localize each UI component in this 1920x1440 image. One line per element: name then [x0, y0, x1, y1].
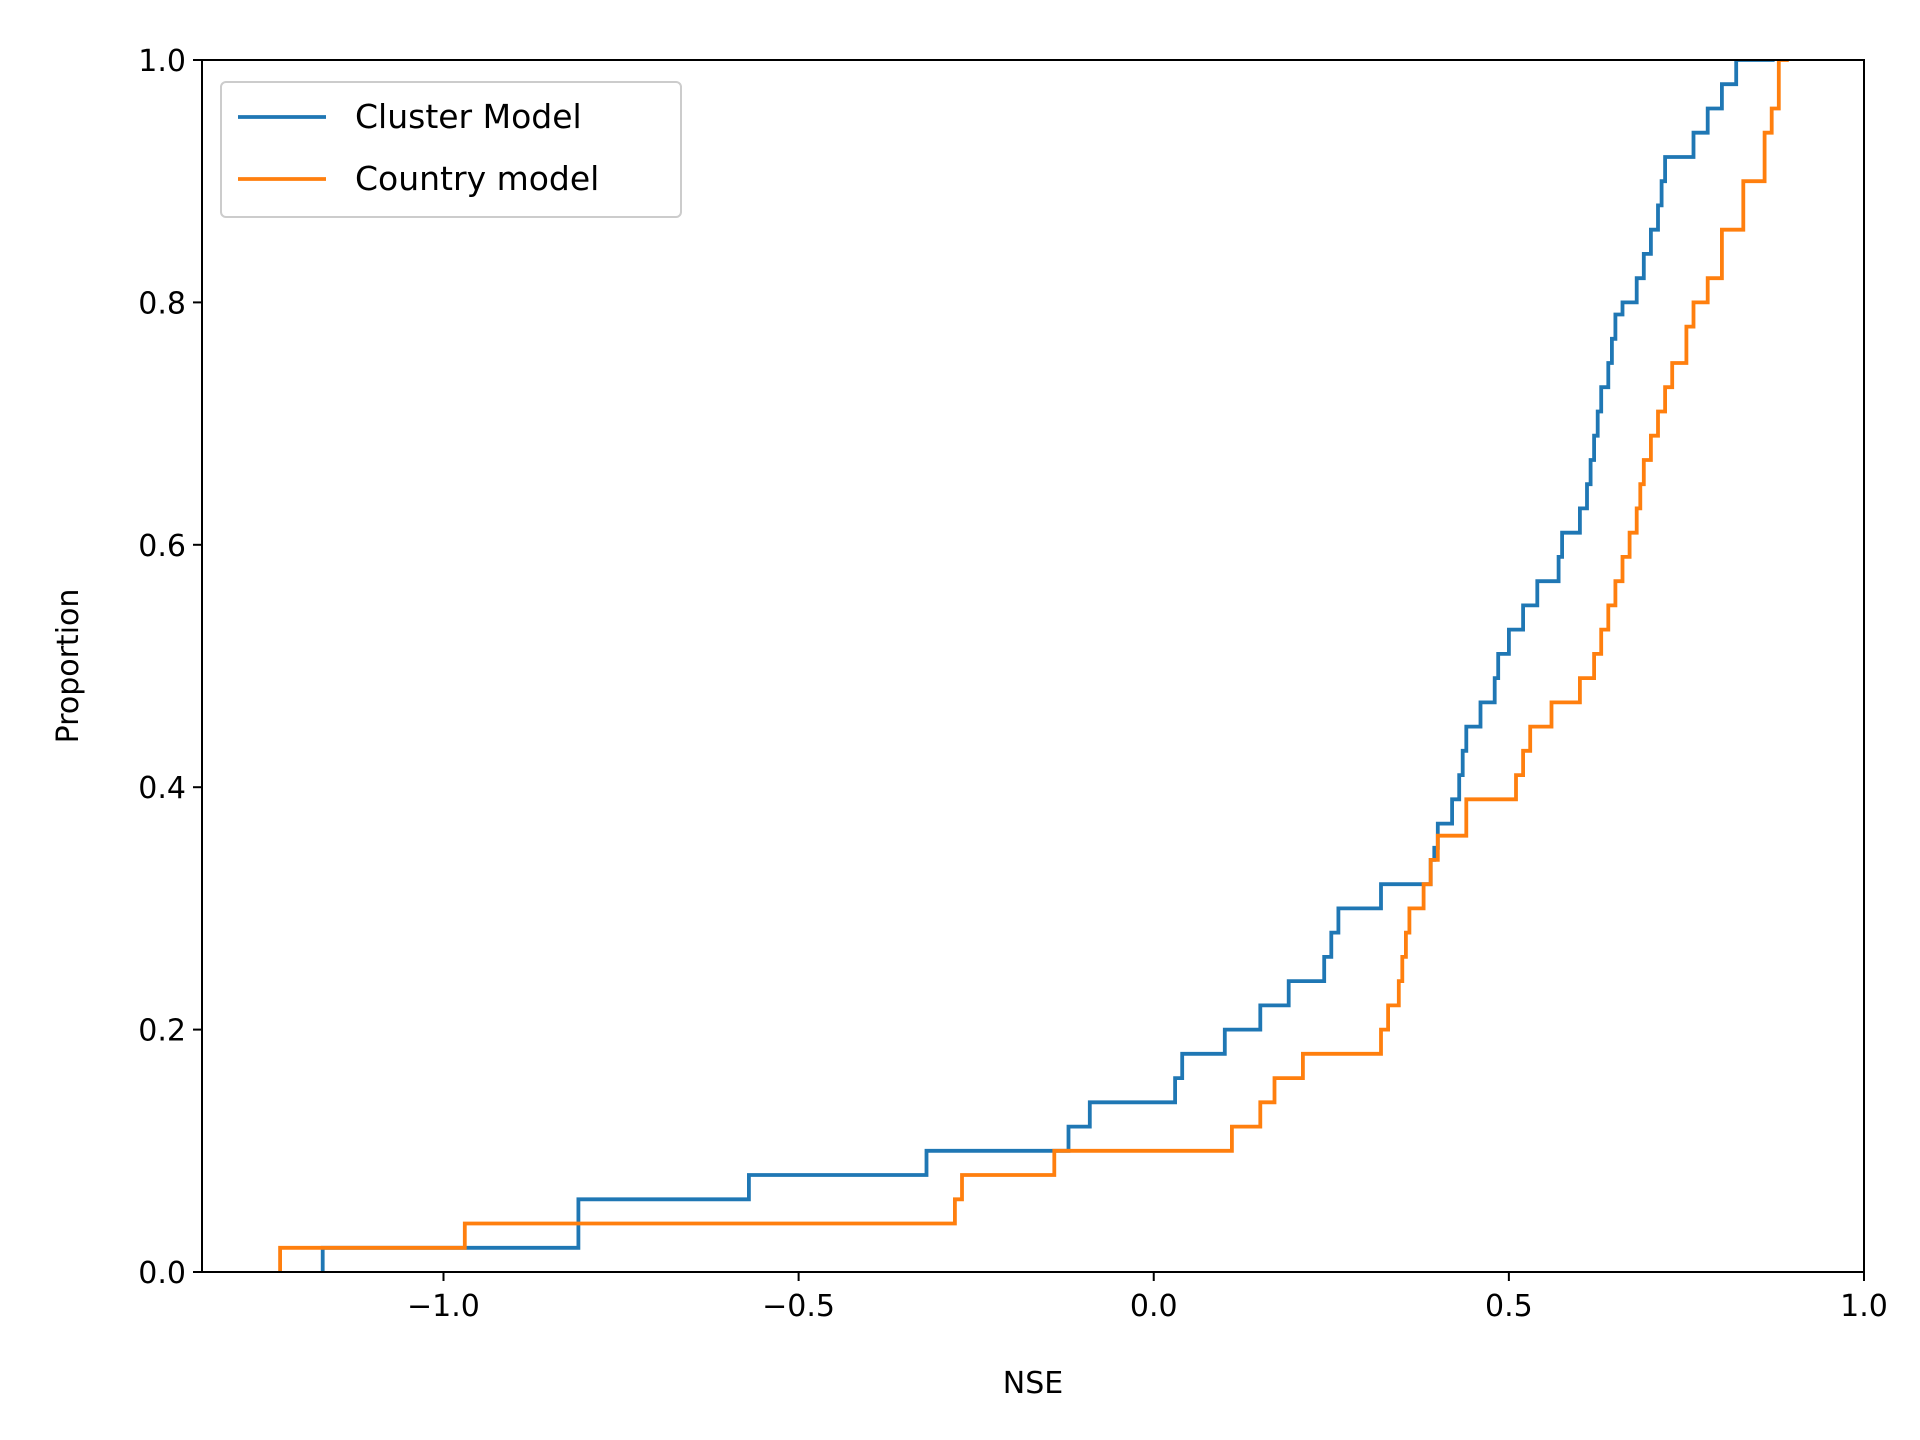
x-axis-label: NSE [1003, 1366, 1063, 1401]
x-tick-label: −0.5 [762, 1289, 835, 1324]
y-tick-label: 0.2 [138, 1014, 186, 1049]
legend-label: Country model [355, 159, 599, 198]
x-tick-label: 0.5 [1485, 1289, 1533, 1324]
legend-box [220, 81, 682, 218]
y-tick-label: 0.0 [138, 1256, 186, 1291]
x-tick-label: 0.0 [1130, 1289, 1178, 1324]
x-axis: −1.0 −0.5 0.0 0.5 1.0 [407, 1272, 1888, 1324]
series-line-country-model [278, 60, 1789, 1272]
x-tick-label: 1.0 [1840, 1289, 1888, 1324]
y-tick-label: 0.8 [138, 286, 186, 321]
x-tick-label: −1.0 [407, 1289, 480, 1324]
y-tick-label: 0.6 [138, 529, 186, 564]
y-axis: 0.0 0.2 0.4 0.6 0.8 1.0 [138, 44, 202, 1291]
y-tick-label: 1.0 [138, 44, 186, 79]
legend-label: Cluster Model [355, 97, 582, 136]
y-axis-label: Proportion [51, 589, 86, 744]
legend: Cluster Model Country model [220, 81, 682, 218]
series-line-cluster-model [320, 60, 1775, 1272]
plot-frame [201, 59, 1865, 1273]
y-tick-label: 0.4 [138, 771, 186, 806]
